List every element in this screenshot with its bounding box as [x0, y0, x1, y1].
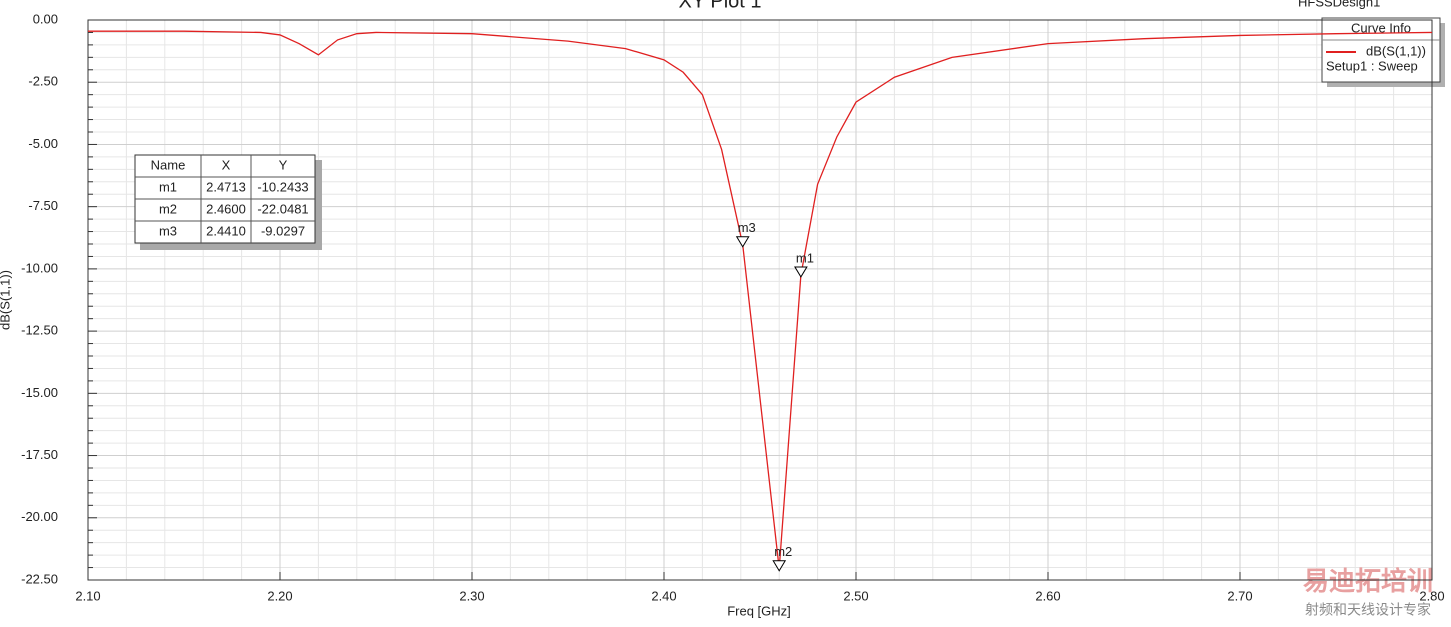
table-header: Name	[151, 157, 186, 172]
marker-triangle	[735, 236, 750, 248]
x-tick-label: 2.40	[651, 588, 676, 603]
table-cell: -9.0297	[261, 223, 305, 238]
marker-label: m2	[774, 544, 792, 559]
watermark-slogan: 射频和天线设计专家	[1305, 602, 1431, 618]
table-cell: m1	[159, 179, 177, 194]
y-tick-label: -17.50	[21, 447, 58, 462]
table-cell: m2	[159, 201, 177, 216]
chart-title: XY Plot 1	[678, 0, 761, 12]
series-line	[88, 30, 1433, 569]
marker-table: Name X Ym1 2.4713 -10.2433 m2 2.4600 -22.0481 m3…	[134, 154, 316, 244]
x-tick-label: 2.20	[267, 588, 292, 603]
table-cell: -10.2433	[257, 179, 308, 194]
table-header: X	[222, 157, 231, 172]
table-cell: 2.4600	[206, 201, 246, 216]
y-tick-label: -20.00	[21, 509, 58, 524]
x-tick-label: 2.10	[75, 588, 100, 603]
legend-title: Curve Info	[1351, 20, 1411, 35]
x-tick-label: 2.50	[843, 588, 868, 603]
marker-label: m3	[738, 220, 756, 235]
table-header: Y	[279, 157, 288, 172]
x-axis-label: Freq [GHz]	[727, 603, 791, 618]
y-axis-label: dB(S(1,1))	[0, 270, 12, 330]
legend-entry: dB(S(1,1))	[1366, 43, 1426, 58]
marker-triangle	[794, 266, 808, 278]
marker-triangle	[772, 560, 787, 572]
y-tick-label: -22.50	[21, 571, 58, 586]
y-tick-label: -12.50	[21, 323, 58, 338]
grid	[87, 19, 1433, 581]
marker-label: m1	[796, 250, 814, 265]
y-tick-label: 0.00	[33, 11, 58, 26]
table-cell: m3	[159, 223, 177, 238]
y-tick-label: -7.50	[28, 198, 58, 213]
y-tick-label: -2.50	[28, 74, 58, 89]
table-cell: 2.4713	[206, 179, 246, 194]
y-tick-label: -10.00	[21, 260, 58, 275]
x-tick-label: 2.80	[1419, 588, 1444, 603]
x-tick-label: 2.60	[1035, 588, 1060, 603]
y-tick-label: -5.00	[28, 136, 58, 151]
table-cell: -22.0481	[257, 201, 308, 216]
x-tick-label: 2.70	[1227, 588, 1252, 603]
plot-frame	[87, 19, 1433, 581]
x-tick-label: 2.30	[459, 588, 484, 603]
table-cell: 2.4410	[206, 223, 246, 238]
legend	[1321, 17, 1441, 83]
design-name: HFSSDesign1	[1298, 0, 1380, 9]
watermark-brand: 易迪拓培训	[1303, 566, 1433, 596]
legend-subtitle: Setup1 : Sweep	[1326, 58, 1418, 73]
y-tick-label: -15.00	[21, 385, 58, 400]
